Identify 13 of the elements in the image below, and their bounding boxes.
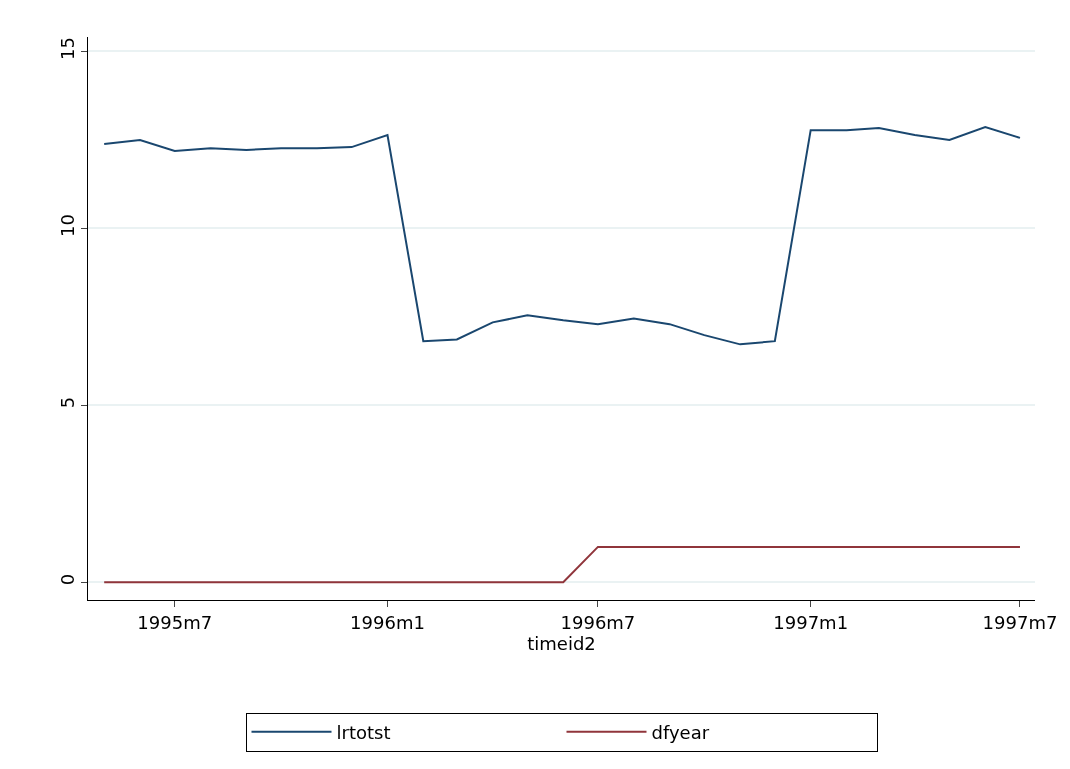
y-tick-label: 15 <box>56 37 78 60</box>
x-tick-label: 1997m1 <box>773 611 849 633</box>
legend-label: lrtotst <box>336 721 391 743</box>
legend-label: dfyear <box>651 721 710 743</box>
y-tick-label: 5 <box>56 396 78 409</box>
x-tick-label: 1996m1 <box>350 611 425 633</box>
x-tick-label: 1997m7 <box>982 611 1058 633</box>
x-tick-label: 1996m7 <box>560 611 636 633</box>
y-tick-label: 10 <box>56 214 78 237</box>
x-axis-title: timeid2 <box>527 632 596 654</box>
y-tick-label: 0 <box>56 573 78 586</box>
x-tick-label: 1995m7 <box>137 611 213 633</box>
line-series <box>103 125 1021 346</box>
